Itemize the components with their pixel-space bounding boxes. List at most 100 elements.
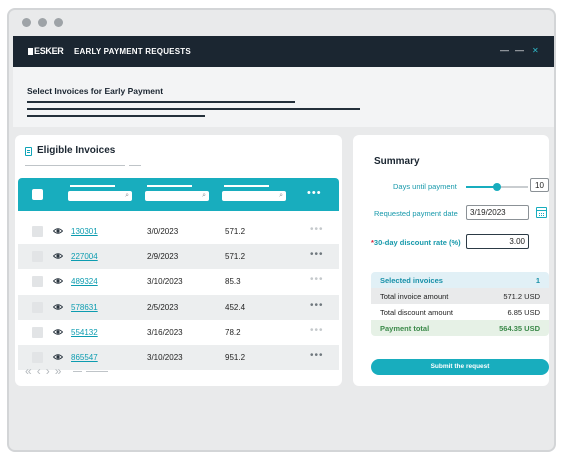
invoice-id-link[interactable]: 865547 — [71, 353, 98, 362]
invoice-id-link[interactable]: 554132 — [71, 328, 98, 337]
text-placeholder-line — [25, 165, 125, 166]
payment-total-value: 564.35 USD — [499, 324, 540, 333]
total-invoice-label: Total invoice amount — [380, 292, 449, 301]
invoice-date: 3/16/2023 — [147, 328, 183, 337]
browser-window: ESKER EARLY PAYMENT REQUESTS — — ✕ Selec… — [7, 8, 556, 452]
calendar-icon[interactable] — [536, 207, 547, 218]
total-invoice-value: 571.2 USD — [503, 292, 540, 301]
eligible-invoices-card: Eligible Invoices ⌕ ⌕ ⌕ ••• 130301 3/0/2… — [15, 135, 342, 386]
row-more-icon[interactable]: ••• — [310, 300, 324, 311]
payment-date-input[interactable]: 3/19/2023 — [466, 205, 529, 220]
row-more-icon[interactable]: ••• — [310, 325, 324, 336]
document-icon — [25, 147, 32, 156]
amount-filter[interactable]: ⌕ — [222, 185, 286, 201]
summary-title: Summary — [374, 156, 420, 167]
invoice-amount: 951.2 — [225, 353, 246, 362]
eye-icon[interactable] — [53, 327, 63, 337]
search-icon: ⌕ — [202, 192, 206, 199]
invoice-date: 2/9/2023 — [147, 252, 179, 261]
total-discount-value: 6.85 USD — [507, 308, 540, 317]
days-slider-handle[interactable] — [493, 183, 501, 191]
minimize-icon[interactable]: — — [500, 45, 509, 55]
column-options-icon[interactable]: ••• — [307, 187, 322, 199]
text-placeholder-line — [27, 101, 295, 103]
table-row[interactable]: 554132 3/16/2023 78.2 ••• — [18, 320, 339, 345]
row-more-icon[interactable]: ••• — [310, 350, 324, 361]
search-icon: ⌕ — [125, 192, 129, 199]
last-page-icon[interactable]: » — [54, 364, 62, 378]
close-icon[interactable]: ✕ — [532, 46, 539, 55]
summary-card: Summary Days until payment 10 Requested … — [353, 135, 549, 386]
days-until-payment-label: Days until payment — [393, 182, 457, 191]
select-all-checkbox[interactable] — [32, 189, 43, 200]
date-filter[interactable]: ⌕ — [145, 185, 209, 201]
text-placeholder-line — [27, 108, 360, 110]
text-placeholder-line — [86, 371, 108, 372]
discount-rate-input[interactable]: 3.00 — [466, 234, 529, 249]
invoice-id-link[interactable]: 489324 — [71, 277, 98, 286]
row-more-icon[interactable]: ••• — [310, 224, 324, 235]
total-discount-label: Total discount amount — [380, 308, 453, 317]
page-header: Select Invoices for Early Payment — [13, 67, 554, 127]
eye-icon[interactable] — [53, 352, 63, 362]
payment-total-row: Payment total 564.35 USD — [371, 320, 549, 336]
eligible-invoices-title: Eligible Invoices — [37, 145, 116, 156]
table-row[interactable]: 865547 3/10/2023 951.2 ••• — [18, 345, 339, 370]
invoice-amount: 571.2 — [225, 252, 246, 261]
table-row[interactable]: 489324 3/10/2023 85.3 ••• — [18, 269, 339, 294]
submit-request-button[interactable]: Submit the request — [371, 359, 549, 375]
payment-total-label: Payment total — [380, 324, 430, 333]
esker-logo: ESKER — [28, 46, 64, 56]
pagination: « ‹ › » — [25, 365, 66, 377]
required-mark: * — [371, 238, 374, 247]
text-placeholder-line — [73, 371, 82, 372]
first-page-icon[interactable]: « — [25, 364, 32, 378]
requested-payment-date-label: Requested payment date — [374, 209, 458, 218]
window-control-dot[interactable] — [22, 18, 31, 27]
next-page-icon[interactable]: › — [45, 364, 50, 378]
table-header: ⌕ ⌕ ⌕ ••• — [18, 178, 339, 211]
invoice-id-link[interactable]: 130301 — [71, 227, 98, 236]
window-control-dot[interactable] — [54, 18, 63, 27]
window-titlebar — [9, 10, 554, 36]
row-checkbox[interactable] — [32, 226, 43, 237]
discount-rate-label-text: 30-day discount rate (%) — [373, 238, 461, 247]
table-row[interactable]: 130301 3/0/2023 571.2 ••• — [18, 219, 339, 244]
summary-totals: Selected invoices 1 Total invoice amount… — [371, 272, 549, 336]
invoice-date: 3/10/2023 — [147, 277, 183, 286]
row-more-icon[interactable]: ••• — [310, 249, 324, 260]
table-row[interactable]: 578631 2/5/2023 452.4 ••• — [18, 295, 339, 320]
search-icon: ⌕ — [279, 192, 283, 199]
row-more-icon[interactable]: ••• — [310, 274, 324, 285]
invoice-id-filter[interactable]: ⌕ — [68, 185, 132, 201]
invoice-amount: 452.4 — [225, 303, 246, 312]
eye-icon[interactable] — [53, 276, 63, 286]
days-slider[interactable] — [466, 183, 528, 191]
app-header: ESKER EARLY PAYMENT REQUESTS — — ✕ — [13, 36, 554, 67]
total-invoice-row: Total invoice amount 571.2 USD — [371, 288, 549, 304]
invoice-amount: 78.2 — [225, 328, 241, 337]
previous-page-icon[interactable]: ‹ — [36, 364, 41, 378]
invoice-amount: 85.3 — [225, 277, 241, 286]
invoice-id-link[interactable]: 227004 — [71, 252, 98, 261]
window-control-dot[interactable] — [38, 18, 47, 27]
row-checkbox[interactable] — [32, 276, 43, 287]
text-placeholder-line — [129, 165, 141, 166]
eye-icon[interactable] — [53, 302, 63, 312]
table-row[interactable]: 227004 2/9/2023 571.2 ••• — [18, 244, 339, 269]
eye-icon[interactable] — [53, 251, 63, 261]
row-checkbox[interactable] — [32, 352, 43, 363]
invoice-date: 3/10/2023 — [147, 353, 183, 362]
row-checkbox[interactable] — [32, 302, 43, 313]
eye-icon[interactable] — [53, 226, 63, 236]
row-checkbox[interactable] — [32, 327, 43, 338]
invoice-id-link[interactable]: 578631 — [71, 303, 98, 312]
discount-rate-label: *30-day discount rate (%) — [371, 238, 461, 247]
selected-invoices-row: Selected invoices 1 — [371, 272, 549, 288]
invoice-date: 2/5/2023 — [147, 303, 179, 312]
maximize-icon[interactable]: — — [515, 45, 524, 55]
app-title: EARLY PAYMENT REQUESTS — [74, 47, 191, 56]
row-checkbox[interactable] — [32, 251, 43, 262]
days-input[interactable]: 10 — [530, 178, 549, 192]
days-slider-fill — [466, 186, 497, 188]
